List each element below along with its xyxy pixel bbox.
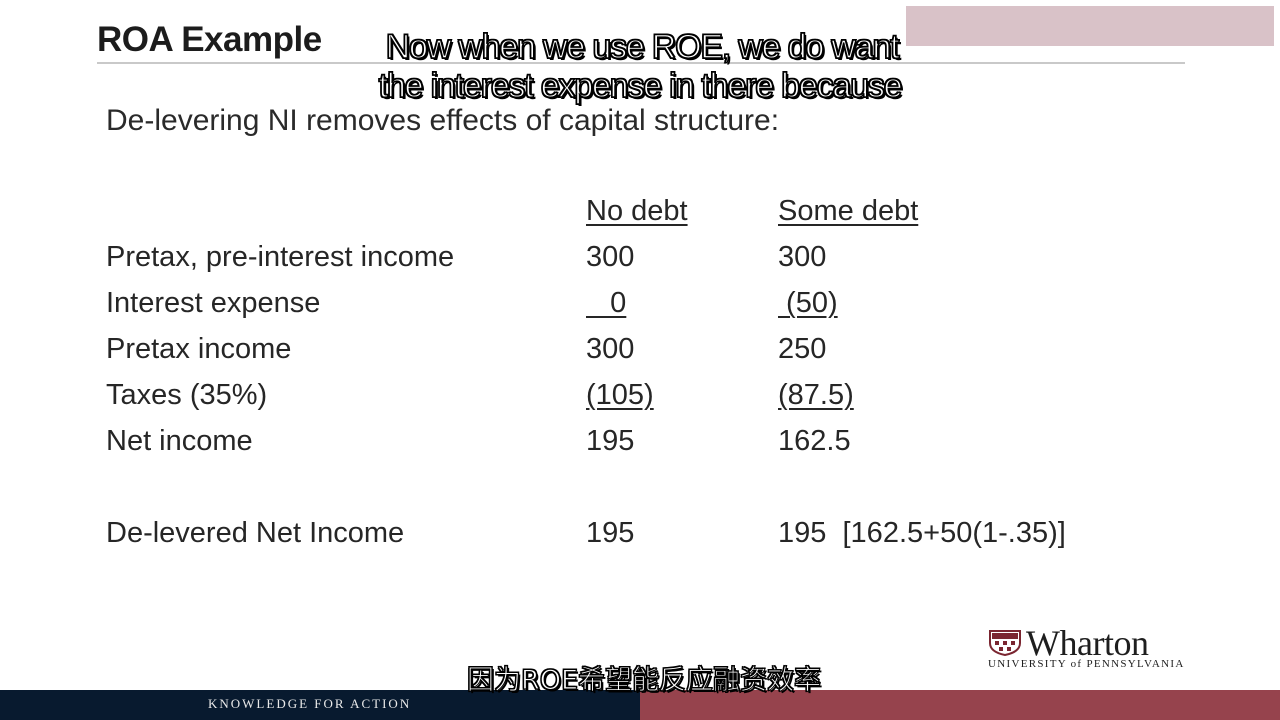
subtitle-english-line-1: Now when we use ROE, we do want [385,27,900,66]
slide-title: ROA Example [97,20,322,59]
subtitle-chinese: 因为ROE希望能反应融资效率 [466,665,822,697]
wharton-shield-icon [989,630,1021,656]
value-some-debt-net-income: 162.5 [778,425,851,457]
value-some-debt-pretax-pre-interest: 300 [778,241,827,273]
footer-maroon-bar [640,690,1280,720]
title-divider [97,62,1185,64]
wharton-logo: Wharton UNIVERSITY of PENNSYLVANIA [988,623,1193,672]
subtitle-english-line-2: the interest expense in there because [378,66,903,105]
value-some-debt-pretax-income: 250 [778,333,827,365]
value-no-debt-delevered-net-income: 195 [586,517,635,549]
footer-navy-bar: KNOWLEDGE FOR ACTION [0,690,640,720]
watermark-overlay [906,6,1274,46]
slide-lead-text: De-levering NI removes effects of capita… [106,104,780,137]
row-label-pretax-income: Pretax income [106,333,292,365]
row-label-net-income: Net income [106,425,253,457]
value-some-debt-interest-expense: (50) [778,287,838,319]
value-no-debt-pretax-pre-interest: 300 [586,241,635,273]
value-some-debt-delevered-net-income: 195 [162.5+50(1-.35)] [778,517,1066,549]
wharton-wordmark: Wharton [1026,623,1149,663]
row-label-interest-expense: Interest expense [106,287,321,319]
value-no-debt-pretax-income: 300 [586,333,635,365]
value-some-debt-taxes: (87.5) [778,379,854,411]
value-no-debt-interest-expense: 0 [586,287,627,319]
university-name: UNIVERSITY of PENNSYLVANIA [988,658,1185,670]
column-header-some-debt: Some debt [778,195,919,227]
value-no-debt-taxes: (105) [586,379,654,411]
row-label-taxes: Taxes (35%) [106,379,268,411]
row-label-pretax-pre-interest-income: Pretax, pre-interest income [106,241,455,273]
row-label-delevered-net-income: De-levered Net Income [106,517,405,549]
value-no-debt-net-income: 195 [586,425,635,457]
column-header-no-debt: No debt [586,195,688,227]
footer-tagline: KNOWLEDGE FOR ACTION [208,696,412,711]
